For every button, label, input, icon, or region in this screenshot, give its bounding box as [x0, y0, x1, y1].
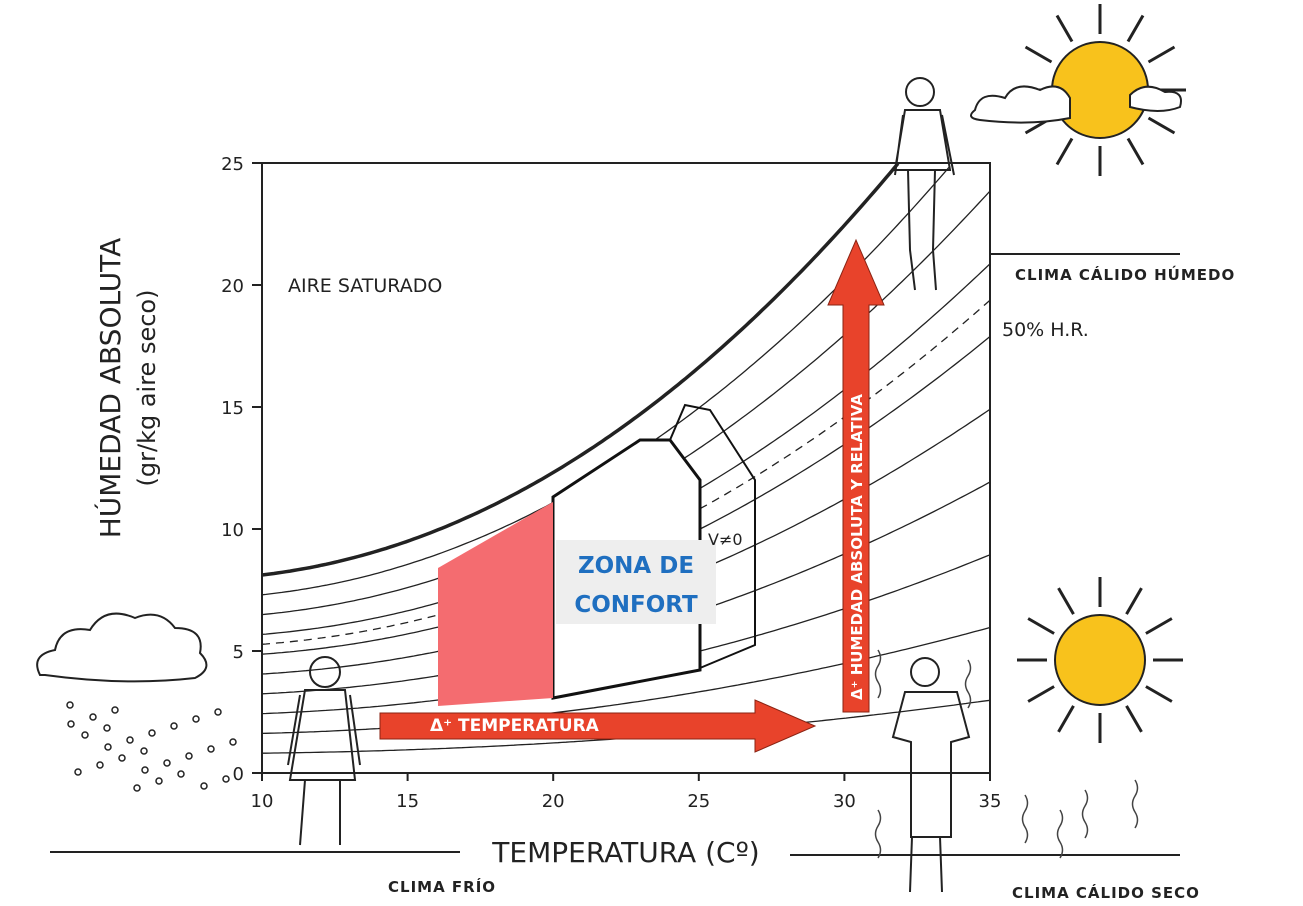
rain-drop: [103, 724, 111, 732]
rain-drop: [66, 701, 74, 709]
comfort-label: ZONA DE: [578, 553, 694, 579]
sun-ray: [1027, 617, 1055, 635]
x-tick-label: 15: [396, 791, 419, 812]
sun: [1017, 577, 1183, 743]
rh-label: 50% H.R.: [1002, 319, 1089, 341]
sun-ray: [1145, 685, 1173, 703]
rain-drop: [170, 722, 178, 730]
rain-drop: [214, 708, 222, 716]
sun-ray: [1055, 14, 1074, 43]
y-tick-label: 15: [221, 398, 244, 419]
rain-drop: [185, 752, 193, 760]
temperature-arrow: [379, 699, 817, 753]
y-tick-label: 0: [233, 764, 244, 785]
y-tick-label: 5: [233, 642, 244, 663]
heat-wave: [874, 809, 882, 859]
temperature-arrow-label: Δ⁺ TEMPERATURA: [430, 716, 600, 736]
x-tick-label: 25: [687, 791, 710, 812]
x-axis-title: TEMPERATURA (Cº): [491, 836, 759, 869]
person-hot-dry: [891, 657, 971, 893]
sun-ray: [1147, 116, 1176, 135]
sun-ray: [1147, 45, 1176, 64]
rain-drop: [192, 715, 200, 723]
climate-label: CLIMA FRÍO: [388, 877, 496, 896]
sun-ray: [1126, 14, 1145, 43]
rain-drop: [229, 738, 237, 746]
rh-curve: [261, 162, 900, 577]
y-axis-subtitle: (gr/kg aire seco): [133, 290, 161, 487]
cloud: [970, 85, 1182, 124]
rain-drop: [140, 747, 148, 755]
heat-wave: [1131, 779, 1139, 829]
sun-ray: [1055, 137, 1074, 166]
sun-ray: [1145, 617, 1173, 635]
rain-drop: [67, 720, 75, 728]
humidity-arrow-label: Δ⁺ HUMEDAD ABSOLUTA Y RELATIVA: [848, 394, 866, 700]
heat-waves: [874, 649, 1139, 859]
rain-drop: [222, 775, 230, 783]
person-hot-humid: [893, 77, 955, 291]
rain-drop: [118, 754, 126, 762]
heat-wave: [1056, 809, 1064, 859]
plot-frame: [261, 162, 991, 774]
x-tick-label: 30: [833, 791, 856, 812]
y-tick-label: 20: [221, 276, 244, 297]
sun-ray: [1057, 587, 1075, 615]
heat-wave: [874, 649, 882, 699]
heat-wave: [1021, 794, 1029, 844]
rain-drop: [89, 713, 97, 721]
rain: [66, 701, 237, 792]
rain-drop: [163, 759, 171, 767]
comfort-zone-ventilated: [669, 403, 756, 669]
comfort-label: CONFORT: [574, 592, 698, 618]
climate-label: CLIMA CÁLIDO HÚMEDO: [1015, 265, 1235, 284]
y-tick-label: 25: [221, 154, 244, 175]
sun-ray: [1126, 137, 1145, 166]
sun-ray: [1125, 705, 1143, 733]
rain-drop: [81, 731, 89, 739]
sun-ray: [1024, 45, 1053, 64]
rain-drop: [207, 745, 215, 753]
rain-drop: [96, 761, 104, 769]
heat-wave: [1081, 789, 1089, 839]
y-axis-title: HÚMEDAD ABSOLUTA: [93, 238, 127, 539]
rain-cloud: [36, 612, 208, 683]
rain-drop: [104, 743, 112, 751]
rain-drop: [200, 782, 208, 790]
rain-drop: [133, 784, 141, 792]
x-tick-label: 20: [542, 791, 565, 812]
saturated-label: AIRE SATURADO: [288, 275, 442, 297]
rain-drop: [155, 777, 163, 785]
person-cold: [287, 656, 361, 846]
rain-drop: [177, 770, 185, 778]
rain-drop: [141, 766, 149, 774]
sun-ray: [1057, 705, 1075, 733]
air-speed-label: V≠0: [708, 530, 743, 549]
rain-drop: [126, 736, 134, 744]
rain-drop: [148, 729, 156, 737]
sun-ray: [1125, 587, 1143, 615]
rain-drop: [111, 706, 119, 714]
comfort-zone-extended: [438, 502, 553, 706]
y-tick-label: 10: [221, 520, 244, 541]
rain-drop: [74, 768, 82, 776]
sun-ray: [1027, 685, 1055, 703]
humidity-arrow: [827, 238, 885, 713]
x-tick-label: 35: [979, 791, 1002, 812]
comfort-label-box: [556, 540, 716, 624]
heat-wave: [964, 659, 972, 709]
x-tick-label: 10: [251, 791, 274, 812]
climate-label: CLIMA CÁLIDO SECO: [1012, 883, 1200, 902]
